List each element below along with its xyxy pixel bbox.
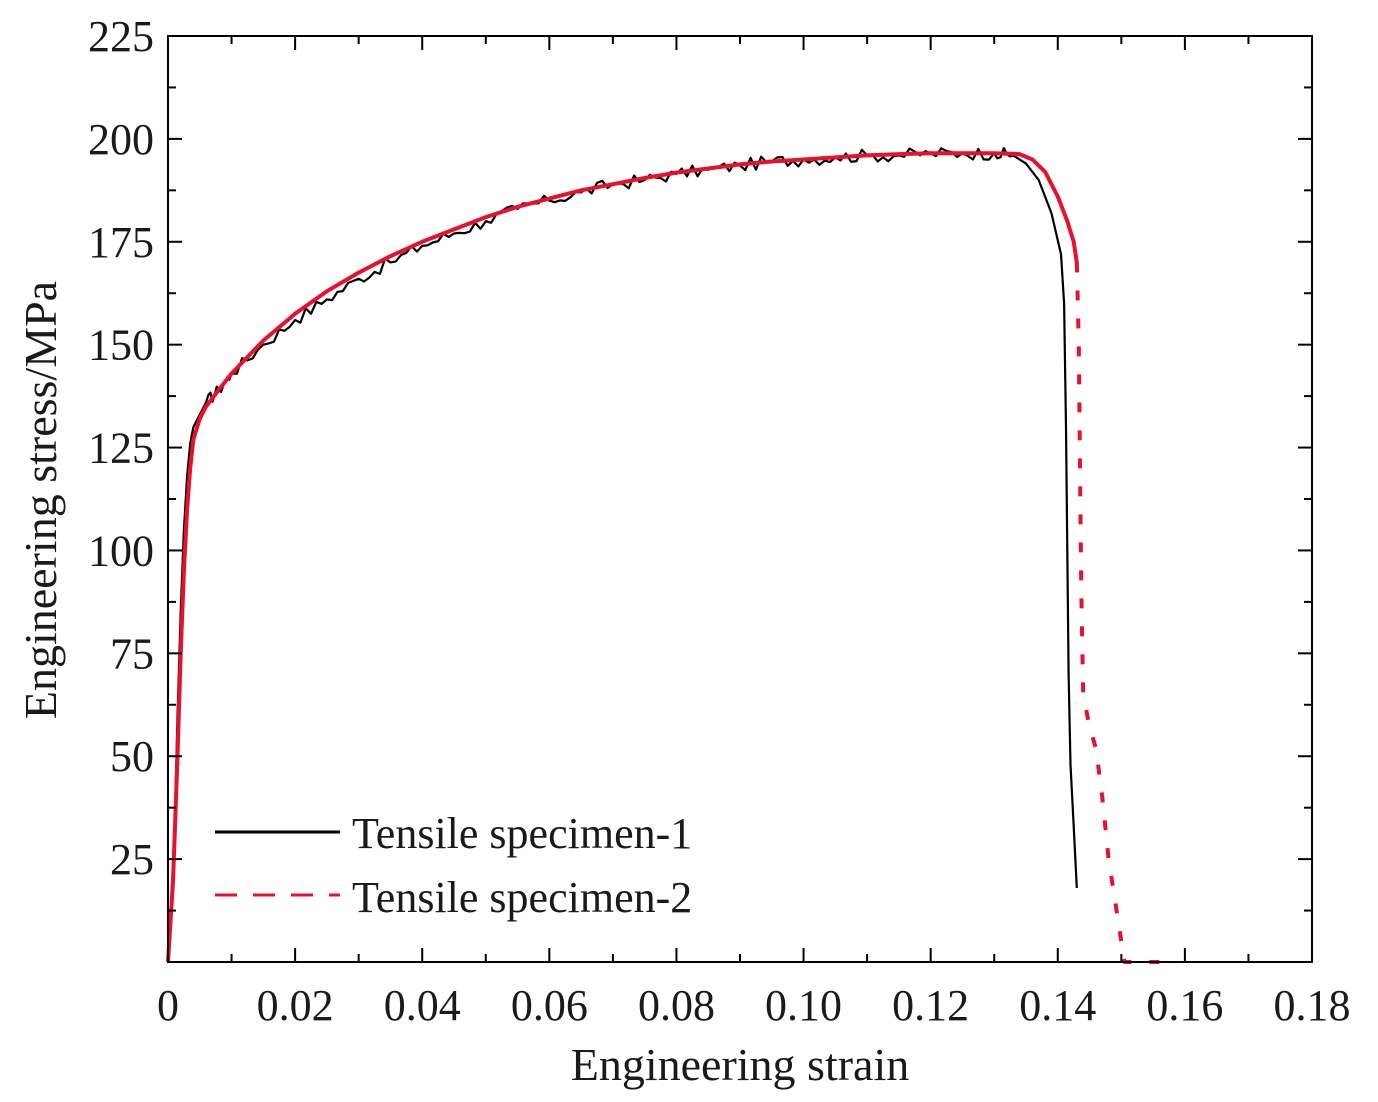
x-tick-label: 0 bbox=[157, 981, 179, 1030]
y-tick-label: 225 bbox=[88, 12, 154, 61]
x-tick-label: 0.04 bbox=[384, 981, 461, 1030]
y-tick-label: 75 bbox=[110, 629, 154, 678]
y-tick-label: 125 bbox=[88, 424, 154, 473]
plot-border bbox=[167, 35, 1313, 963]
y-tick-label: 175 bbox=[88, 218, 154, 267]
x-axis-title: Engineering strain bbox=[571, 1039, 910, 1090]
axis-ticks: 0 0.02 0.04 0.06 0.08 0.10 0.12 0.14 0.16 0.18 25 5… bbox=[88, 12, 1351, 1030]
x-tick-label: 0.16 bbox=[1146, 981, 1223, 1030]
x-tick-label: 0.12 bbox=[892, 981, 969, 1030]
y-tick-label: 150 bbox=[88, 321, 154, 370]
x-tick-label: 0.02 bbox=[257, 981, 334, 1030]
legend: Tensile specimen-1 Tensile specimen-2 bbox=[215, 809, 692, 922]
series-line-specimen-2 bbox=[166, 151, 1160, 964]
x-tick-label: 0.06 bbox=[511, 981, 588, 1030]
x-tick-label: 0.14 bbox=[1019, 981, 1096, 1030]
x-tick-label: 0.10 bbox=[765, 981, 842, 1030]
y-tick-label: 50 bbox=[110, 732, 154, 781]
plot-frame bbox=[167, 35, 1313, 963]
y-tick-label: 100 bbox=[88, 526, 154, 575]
y-tick-label: 25 bbox=[110, 835, 154, 884]
y-tick-label: 200 bbox=[88, 115, 154, 164]
x-tick-label: 0.18 bbox=[1274, 981, 1351, 1030]
x-tick-label: 0.08 bbox=[638, 981, 715, 1030]
y-axis-title: Engineering stress/MPa bbox=[15, 281, 66, 719]
series-layer bbox=[166, 146, 1160, 965]
series-dash-gaps-specimen-2 bbox=[1074, 262, 1160, 965]
legend-label-specimen-2: Tensile specimen-2 bbox=[352, 873, 692, 922]
legend-label-specimen-1: Tensile specimen-1 bbox=[352, 809, 692, 858]
